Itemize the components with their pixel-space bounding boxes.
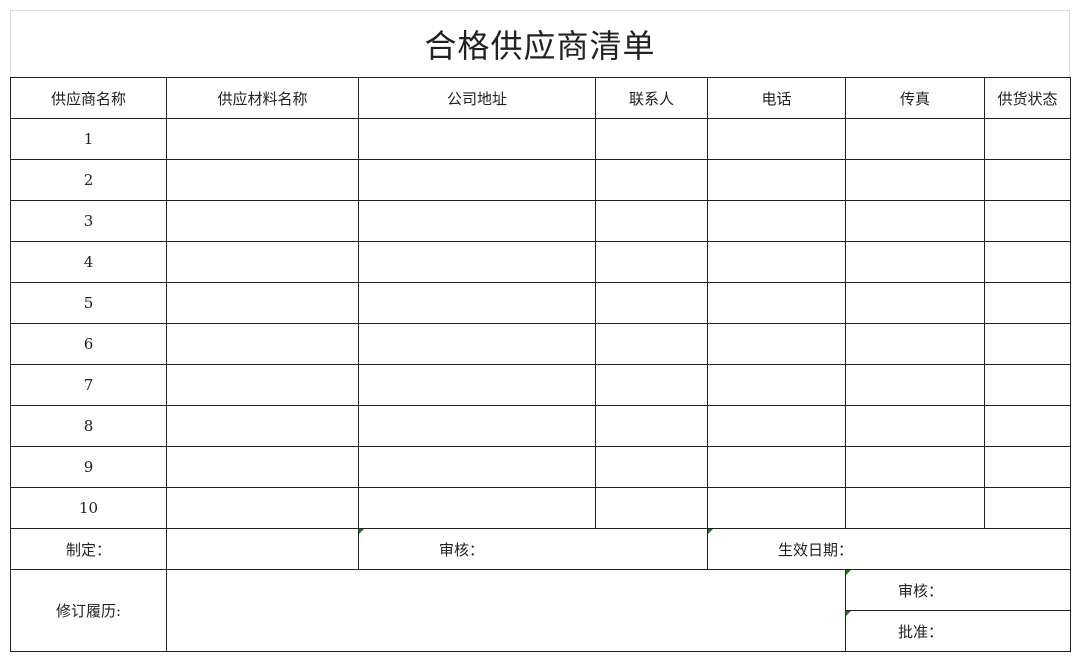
table-cell[interactable]	[984, 487, 1071, 529]
table-cell[interactable]	[707, 323, 846, 365]
table-cell[interactable]	[845, 159, 985, 201]
table-cell[interactable]	[166, 200, 359, 242]
review-label: 审核：	[358, 528, 708, 570]
table-cell[interactable]	[595, 200, 708, 242]
table-cell[interactable]	[845, 405, 985, 447]
table-cell[interactable]	[984, 364, 1071, 406]
comment-marker-icon	[359, 529, 364, 534]
column-header: 联系人	[595, 77, 708, 119]
table-cell[interactable]	[166, 159, 359, 201]
table-cell[interactable]	[707, 118, 846, 160]
table-cell[interactable]	[595, 241, 708, 283]
revision-history-field[interactable]	[166, 569, 846, 652]
row-number: 7	[10, 364, 167, 406]
table-cell[interactable]	[595, 282, 708, 324]
review2-label: 审核：	[845, 569, 1071, 611]
table-cell[interactable]	[358, 487, 596, 529]
approve-label: 批准：	[845, 610, 1071, 652]
table-cell[interactable]	[845, 446, 985, 488]
row-number: 1	[10, 118, 167, 160]
table-cell[interactable]	[358, 446, 596, 488]
table-cell[interactable]	[707, 159, 846, 201]
table-cell[interactable]	[358, 323, 596, 365]
table-cell[interactable]	[595, 323, 708, 365]
table-cell[interactable]	[845, 487, 985, 529]
row-number: 3	[10, 200, 167, 242]
column-header: 供应商名称	[10, 77, 167, 119]
column-header: 供应材料名称	[166, 77, 359, 119]
table-cell[interactable]	[166, 241, 359, 283]
table-cell[interactable]	[166, 487, 359, 529]
table-cell[interactable]	[984, 405, 1071, 447]
row-number: 10	[10, 487, 167, 529]
table-cell[interactable]	[358, 159, 596, 201]
table-cell[interactable]	[707, 405, 846, 447]
table-cell[interactable]	[984, 118, 1071, 160]
table-cell[interactable]	[166, 364, 359, 406]
column-header: 供货状态	[984, 77, 1071, 119]
table-cell[interactable]	[358, 282, 596, 324]
table-cell[interactable]	[845, 241, 985, 283]
table-cell[interactable]	[845, 118, 985, 160]
table-cell[interactable]	[984, 323, 1071, 365]
comment-marker-icon	[846, 611, 851, 616]
table-cell[interactable]	[358, 405, 596, 447]
table-cell[interactable]	[845, 323, 985, 365]
table-cell[interactable]	[358, 200, 596, 242]
table-cell[interactable]	[984, 446, 1071, 488]
made-by-label: 制定：	[10, 528, 167, 570]
sheet-title: 合格供应商清单	[10, 10, 1070, 77]
table-cell[interactable]	[166, 405, 359, 447]
table-cell[interactable]	[595, 159, 708, 201]
column-header: 传真	[845, 77, 985, 119]
table-cell[interactable]	[845, 282, 985, 324]
table-cell[interactable]	[845, 364, 985, 406]
row-number: 4	[10, 241, 167, 283]
table-cell[interactable]	[707, 241, 846, 283]
comment-marker-icon	[708, 529, 713, 534]
table-cell[interactable]	[166, 282, 359, 324]
table-cell[interactable]	[984, 241, 1071, 283]
table-cell[interactable]	[984, 159, 1071, 201]
row-number: 6	[10, 323, 167, 365]
table-cell[interactable]	[845, 200, 985, 242]
column-header: 电话	[707, 77, 846, 119]
table-cell[interactable]	[707, 487, 846, 529]
row-number: 9	[10, 446, 167, 488]
table-cell[interactable]	[166, 323, 359, 365]
table-cell[interactable]	[358, 364, 596, 406]
table-cell[interactable]	[595, 118, 708, 160]
made-by-field[interactable]	[166, 528, 359, 570]
table-cell[interactable]	[595, 405, 708, 447]
table-cell[interactable]	[166, 118, 359, 160]
effective-date-label: 生效日期：	[707, 528, 1071, 570]
table-cell[interactable]	[166, 446, 359, 488]
table-cell[interactable]	[707, 364, 846, 406]
row-number: 5	[10, 282, 167, 324]
table-cell[interactable]	[707, 200, 846, 242]
table-cell[interactable]	[595, 364, 708, 406]
table-cell[interactable]	[984, 282, 1071, 324]
revision-history-label: 修订履历:	[10, 569, 167, 652]
table-cell[interactable]	[984, 200, 1071, 242]
comment-marker-icon	[846, 570, 851, 575]
row-number: 8	[10, 405, 167, 447]
column-header: 公司地址	[358, 77, 596, 119]
table-cell[interactable]	[595, 487, 708, 529]
table-cell[interactable]	[707, 282, 846, 324]
table-cell[interactable]	[707, 446, 846, 488]
table-cell[interactable]	[595, 446, 708, 488]
table-cell[interactable]	[358, 118, 596, 160]
table-cell[interactable]	[358, 241, 596, 283]
row-number: 2	[10, 159, 167, 201]
